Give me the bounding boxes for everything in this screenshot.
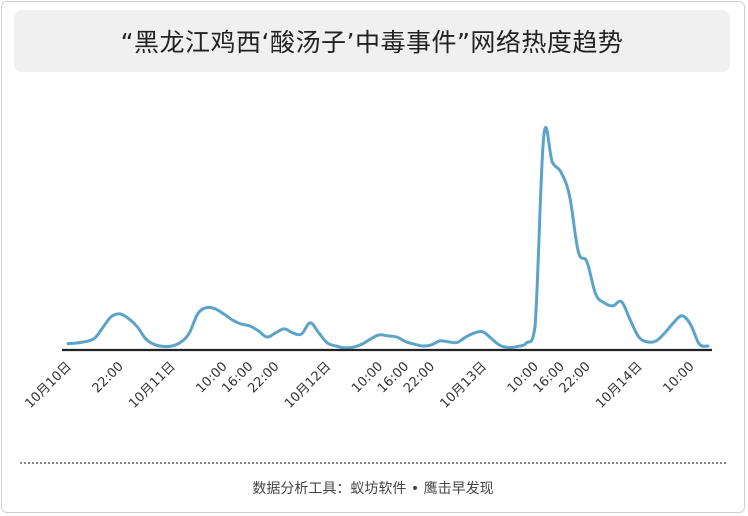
footer-divider [20, 462, 726, 464]
x-tick-label: 10月12日 [282, 359, 334, 411]
x-tick-label: 10月10日 [22, 359, 74, 411]
x-tick-label: 10月14日 [593, 359, 645, 411]
chart-title: “黑龙江鸡西‘酸汤子’中毒事件”网络热度趋势 [120, 28, 624, 57]
heat-trend-line [66, 126, 710, 350]
x-tick-label: 10月13日 [438, 359, 490, 411]
footer-credit: 数据分析工具：蚁坊软件 • 鹰击早发现 [252, 481, 494, 497]
x-tick-label: 10:00 [660, 359, 697, 396]
x-tick-label: 22:00 [90, 359, 127, 396]
title-banner: “黑龙江鸡西‘酸汤子’中毒事件”网络热度趋势 [14, 10, 730, 72]
x-tick-label: 10月11日 [126, 359, 178, 411]
